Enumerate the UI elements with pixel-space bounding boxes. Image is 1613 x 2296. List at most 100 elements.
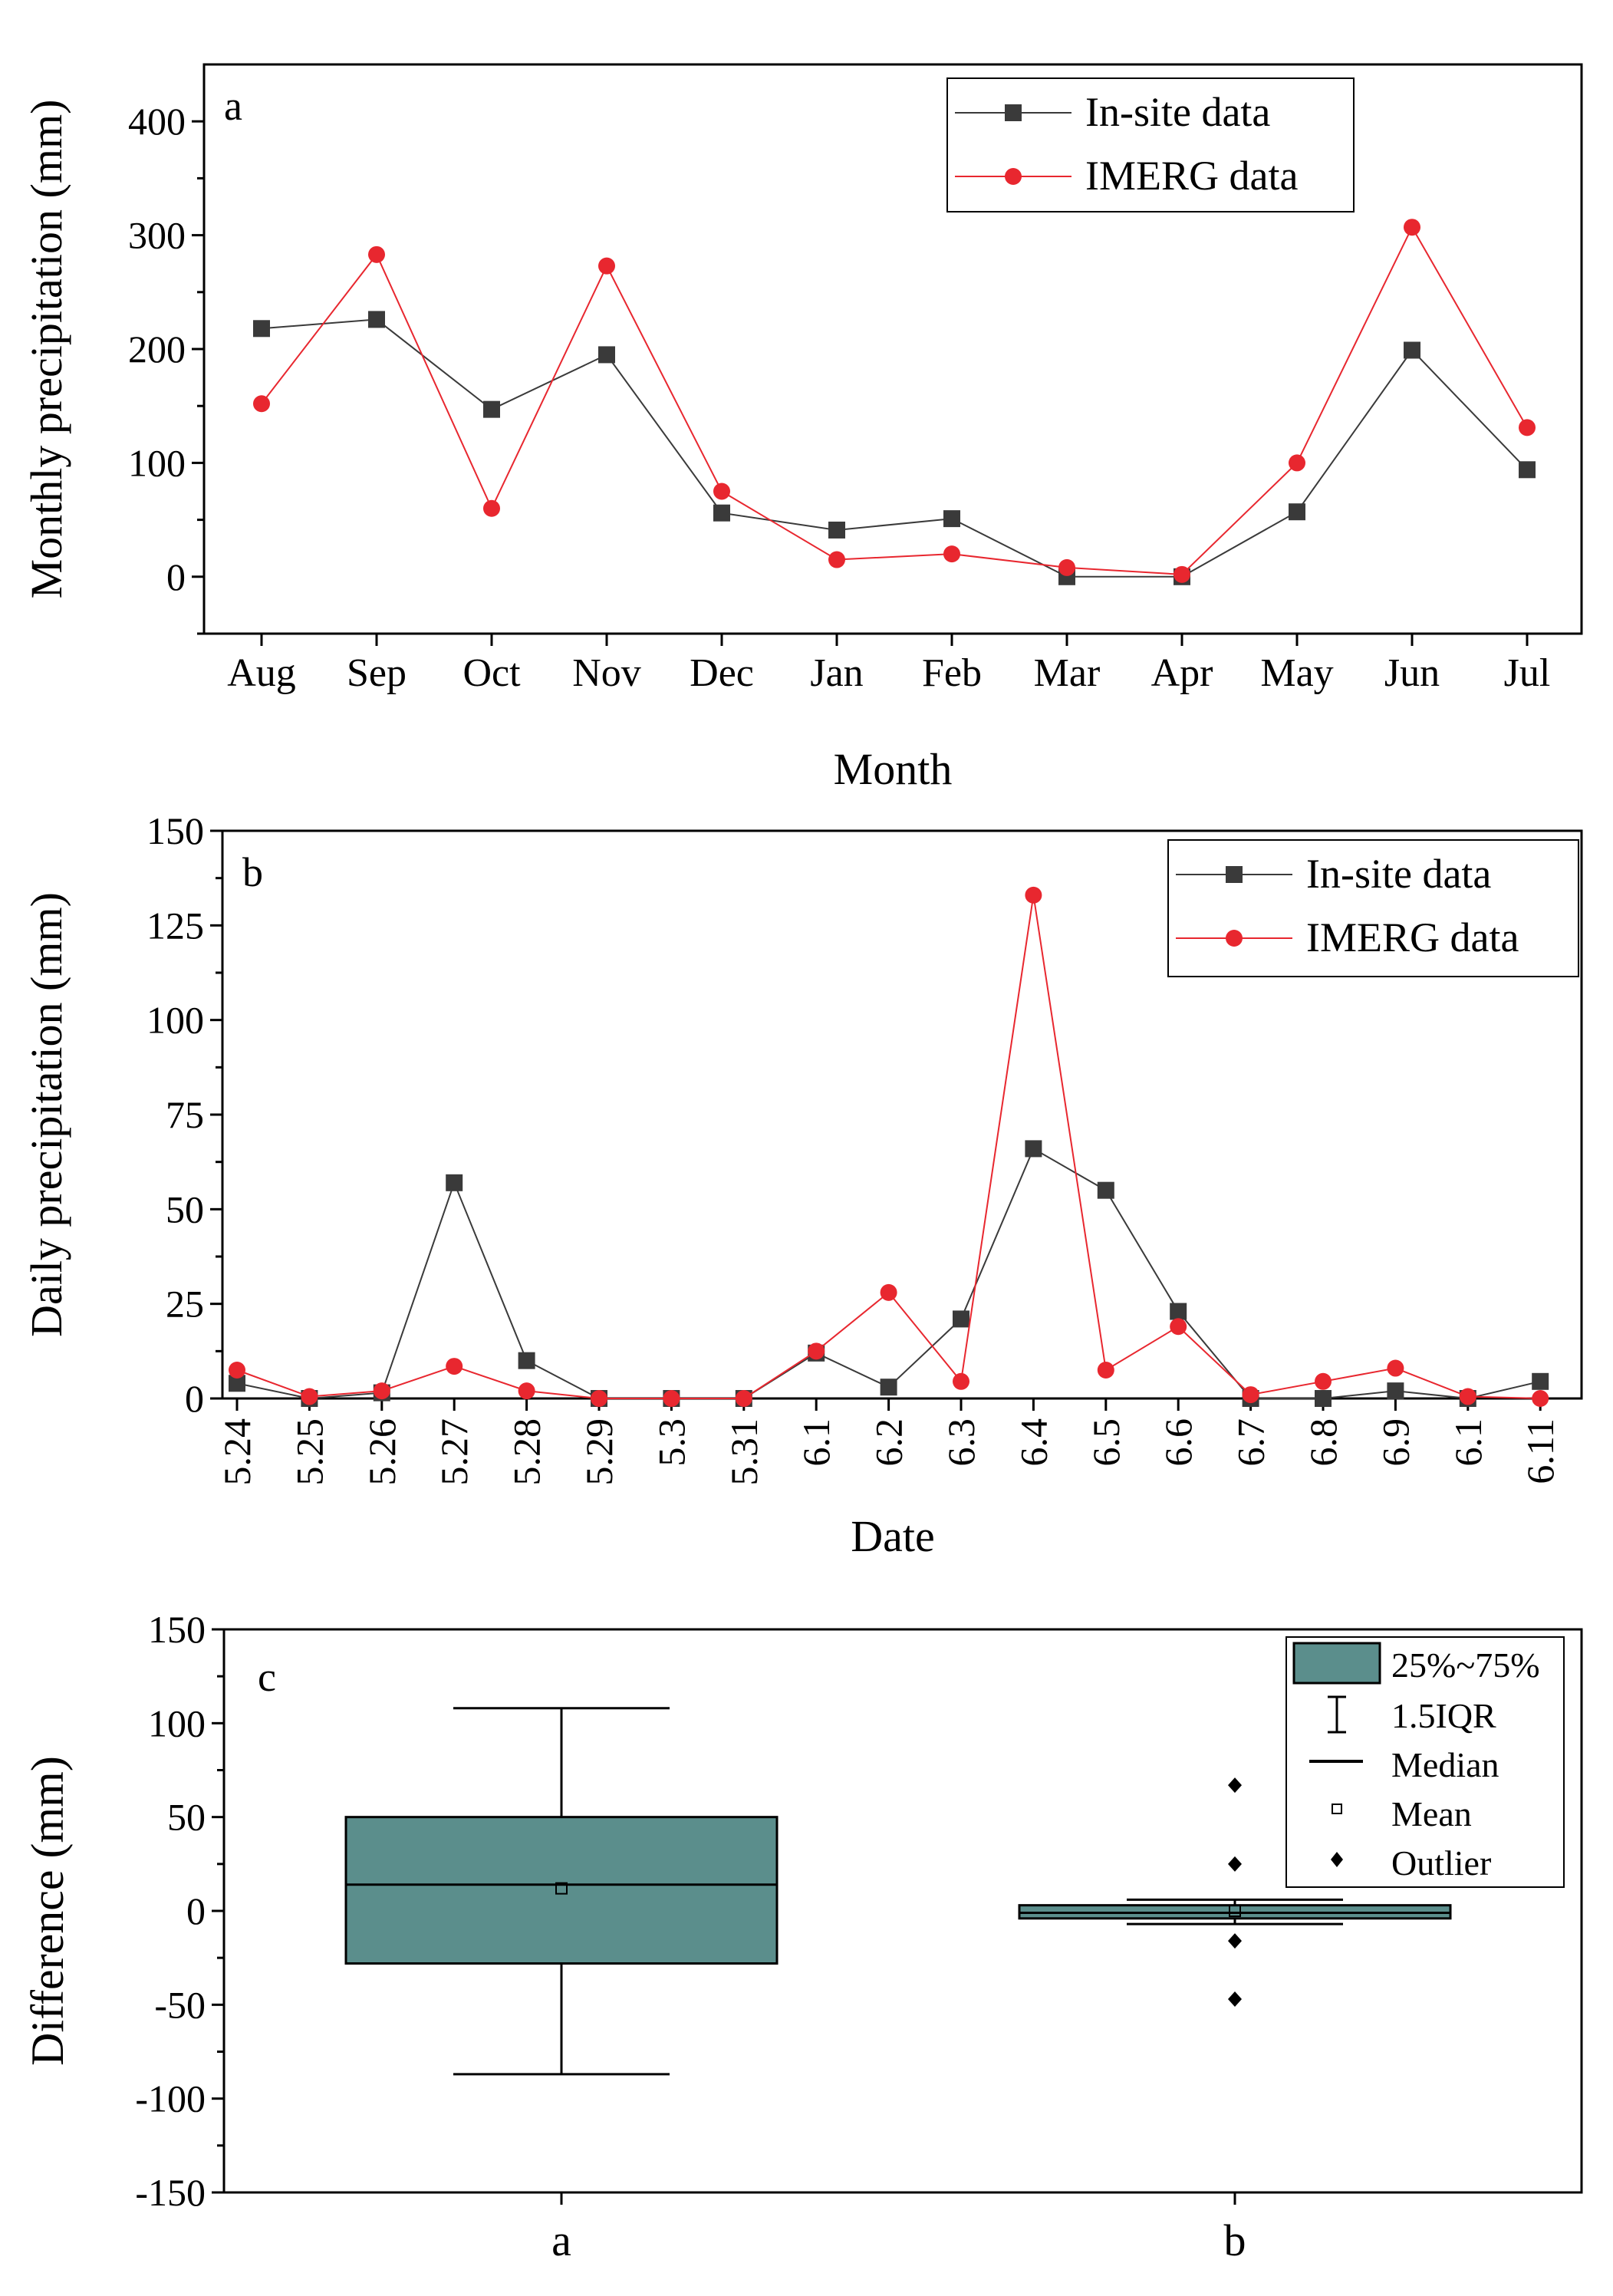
- y-tick-label: 0: [186, 1889, 206, 1932]
- y-tick-label: 50: [167, 1796, 206, 1839]
- y-tick-label: 150: [146, 809, 204, 852]
- data-point: [1025, 886, 1042, 904]
- legend-label: IMERG data: [1085, 153, 1298, 199]
- data-point: [598, 257, 615, 275]
- data-point: [518, 1352, 535, 1369]
- legend-swatch-mean: [1332, 1804, 1342, 1814]
- x-tick-label: 5.28: [505, 1418, 548, 1486]
- x-tick-label: 5.26: [360, 1418, 403, 1486]
- x-tick-label: 5.29: [578, 1418, 621, 1486]
- y-tick-label: 100: [146, 999, 204, 1042]
- y-tick-label: 400: [128, 100, 186, 143]
- data-point: [1532, 1372, 1549, 1390]
- data-point: [1058, 558, 1075, 576]
- y-axis-title: Difference (mm): [22, 1756, 73, 2066]
- outlier-point: [1228, 1856, 1242, 1872]
- data-point: [713, 504, 730, 522]
- outlier-point: [1228, 1991, 1242, 2007]
- data-point: [1170, 1318, 1187, 1336]
- data-point: [1519, 461, 1536, 479]
- series-in-site: [253, 311, 1536, 585]
- legend: 25%~75% 1.5IQR Median Mean Outlier: [1285, 1636, 1565, 1888]
- data-point: [598, 346, 615, 364]
- x-tick-label: 6.11: [1519, 1418, 1562, 1484]
- series-line: [261, 226, 1528, 575]
- y-tick-label: 75: [166, 1093, 204, 1136]
- legend-label: In-site data: [1306, 851, 1491, 897]
- y-tick-label: 100: [148, 1701, 206, 1744]
- legend-marker: [1226, 930, 1243, 947]
- y-axis-title: Monthly precipitation (mm): [21, 100, 71, 599]
- x-tick-label: Aug: [227, 651, 296, 695]
- data-point: [663, 1390, 680, 1407]
- x-tick-label: 5.24: [216, 1418, 258, 1486]
- data-point: [1025, 1140, 1042, 1158]
- x-tick-label: 5.3: [650, 1418, 693, 1467]
- x-tick-label: Jul: [1504, 651, 1551, 695]
- legend-label: Outlier: [1391, 1843, 1491, 1883]
- y-tick-label: -100: [135, 2077, 206, 2120]
- y-tick-label: 50: [166, 1188, 204, 1230]
- x-tick-label: Feb: [922, 651, 982, 695]
- data-point: [1097, 1181, 1114, 1199]
- data-point: [808, 1342, 825, 1360]
- data-point: [446, 1174, 463, 1191]
- series-in-site: [229, 1140, 1549, 1407]
- y-tick-label: -150: [135, 2171, 206, 2214]
- x-tick-label: b: [1224, 2215, 1246, 2265]
- x-tick-label: 6.4: [1012, 1418, 1055, 1467]
- series-imerg: [253, 219, 1536, 583]
- outlier-point: [1228, 1777, 1242, 1794]
- y-axis-title: Daily precipitation (mm): [21, 892, 71, 1337]
- y-tick-label: 125: [146, 904, 204, 947]
- x-tick-label: Jun: [1384, 651, 1440, 695]
- panel-label: a: [224, 83, 242, 129]
- x-tick-label: 6.7: [1230, 1418, 1272, 1467]
- legend-label: 1.5IQR: [1391, 1696, 1496, 1735]
- x-tick-label: 6.6: [1157, 1418, 1200, 1467]
- data-point: [518, 1382, 535, 1400]
- data-point: [483, 400, 500, 418]
- panel-c: -150 -100 -50 0 50 100 150 a b Difference (mm) c 25…: [22, 1608, 1583, 2265]
- mean-marker: [1229, 1905, 1241, 1917]
- x-tick-label: Dec: [690, 651, 754, 695]
- data-point: [1404, 219, 1420, 236]
- data-point: [483, 499, 500, 517]
- data-point: [1459, 1388, 1476, 1405]
- y-tick-label: 200: [128, 328, 186, 371]
- x-tick-label: Oct: [463, 651, 521, 695]
- x-tick-label: May: [1260, 651, 1333, 695]
- series-line: [261, 318, 1528, 578]
- data-point: [953, 1310, 969, 1328]
- legend-marker: [1005, 104, 1022, 121]
- legend-label: IMERG data: [1306, 914, 1519, 960]
- data-point: [1097, 1362, 1114, 1379]
- data-point: [1315, 1390, 1332, 1407]
- panel-a: 0 100 200 300 400 Aug Sep Oct Nov Dec Jan Feb Mar Apr…: [21, 63, 1583, 794]
- box-b: [1018, 1777, 1452, 2007]
- data-point: [368, 245, 385, 263]
- panel-label: c: [258, 1654, 276, 1700]
- series-imerg: [229, 886, 1549, 1407]
- data-point: [591, 1390, 607, 1407]
- legend-swatch-box: [1292, 1642, 1381, 1685]
- x-tick-label: 6.1: [795, 1418, 838, 1467]
- data-point: [1404, 341, 1420, 359]
- x-tick-label: 5.31: [723, 1418, 765, 1486]
- data-point: [1289, 503, 1305, 521]
- y-tick-label: 300: [128, 214, 186, 257]
- data-point: [828, 521, 845, 539]
- data-point: [713, 483, 730, 500]
- y-tick-label: 0: [185, 1377, 204, 1420]
- data-point: [1387, 1359, 1404, 1377]
- legend-label: In-site data: [1085, 89, 1270, 135]
- legend-label: Mean: [1391, 1794, 1472, 1833]
- data-point: [301, 1388, 318, 1405]
- data-point: [253, 395, 270, 413]
- legend-box: [946, 77, 1355, 212]
- x-axis-title: Month: [834, 744, 953, 794]
- x-tick-label: 5.27: [433, 1418, 476, 1486]
- data-point: [1315, 1372, 1332, 1390]
- y-tick-label: 0: [166, 555, 186, 598]
- data-point: [1387, 1382, 1404, 1400]
